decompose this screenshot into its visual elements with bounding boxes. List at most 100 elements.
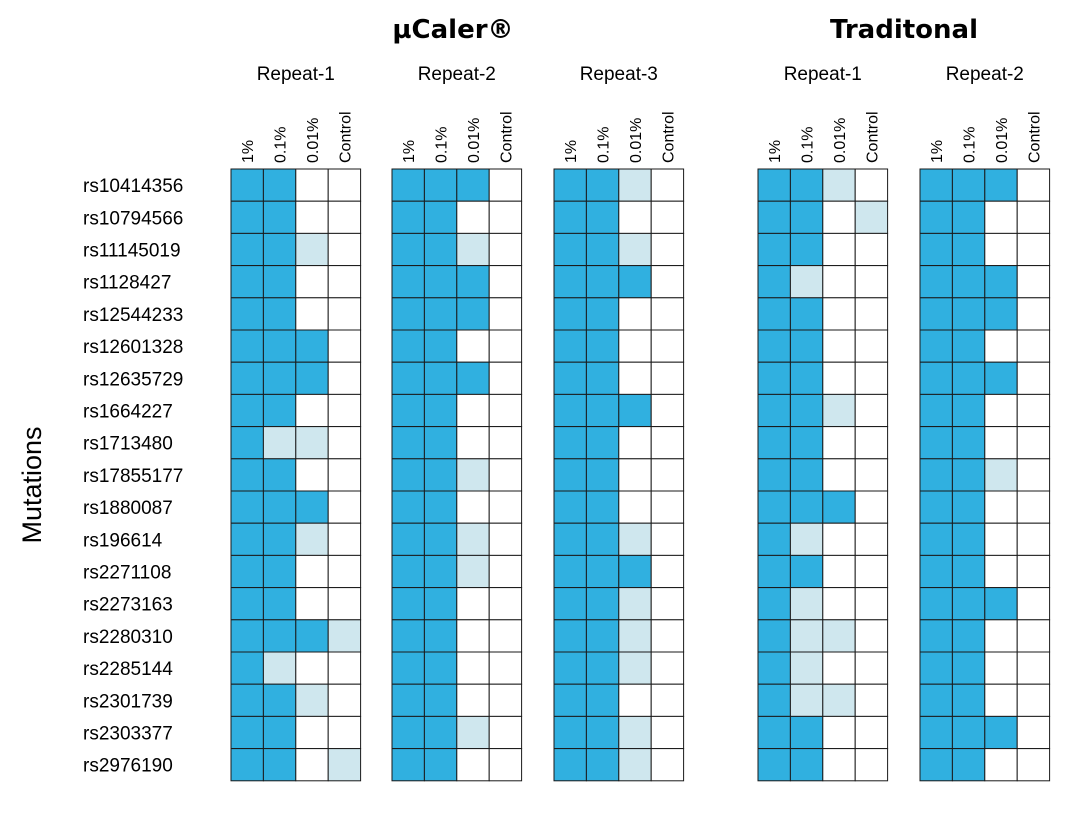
heatmap-cell: [822, 329, 856, 363]
heatmap-cell: [423, 393, 458, 428]
heatmap-cell: [423, 297, 458, 331]
heatmap-cell: [423, 748, 458, 782]
heatmap-cell: [757, 393, 791, 428]
row-label: rs1880087: [83, 498, 173, 519]
heatmap-cell: [650, 265, 685, 299]
heatmap-cell: [789, 619, 824, 653]
heatmap-cell: [456, 522, 490, 556]
heatmap-cell: [295, 329, 329, 363]
heatmap-cell: [618, 458, 652, 492]
heatmap-cell: [327, 619, 362, 653]
row-label: rs12544233: [83, 305, 183, 326]
heatmap-cell: [230, 748, 264, 782]
heatmap-cell: [230, 554, 264, 589]
heatmap-cell: [327, 458, 362, 492]
heatmap-cell: [1016, 297, 1051, 331]
heatmap-cell: [423, 361, 458, 395]
heatmap-cell: [984, 361, 1018, 395]
heatmap-cell: [230, 715, 264, 750]
row-label: rs12601328: [83, 337, 183, 358]
column-label: Control: [1026, 111, 1043, 163]
heatmap-cell: [456, 715, 490, 750]
heatmap-cell: [650, 361, 685, 395]
heatmap-cell: [757, 361, 791, 395]
heatmap-cell: [984, 426, 1018, 460]
column-label: 0.1%: [962, 127, 979, 163]
heatmap-cell: [456, 490, 490, 524]
heatmap-cell: [488, 522, 523, 556]
heatmap-cell: [650, 683, 685, 717]
heatmap-cell: [327, 168, 362, 202]
heatmap-cell: [327, 361, 362, 395]
heatmap-cell: [919, 297, 953, 331]
heatmap-cell: [295, 715, 329, 750]
heatmap-cell: [650, 426, 685, 460]
heatmap-cell: [327, 748, 362, 782]
row-label: rs10794566: [83, 208, 183, 229]
heatmap-cell: [488, 329, 523, 363]
heatmap-cell: [262, 265, 297, 299]
heatmap-cell: [618, 361, 652, 395]
heatmap-cell: [553, 232, 587, 267]
heatmap-cell: [295, 490, 329, 524]
heatmap-cell: [618, 490, 652, 524]
heatmap-cell: [230, 329, 264, 363]
heatmap-cell: [423, 651, 458, 685]
heatmap-cell: [585, 715, 620, 750]
heatmap-cell: [1016, 715, 1051, 750]
heatmap-cell: [822, 232, 856, 267]
column-label: Control: [337, 111, 354, 163]
heatmap-cell: [295, 426, 329, 460]
heatmap-cell: [919, 715, 953, 750]
column-label: 0.01%: [305, 118, 322, 163]
heatmap-cell: [391, 651, 425, 685]
heatmap-cell: [553, 329, 587, 363]
column-label: 1%: [240, 140, 257, 163]
heatmap-cell: [951, 748, 986, 782]
heatmap-cell: [553, 265, 587, 299]
heatmap-cell: [262, 458, 297, 492]
heatmap-cell: [650, 619, 685, 653]
row-label: rs2271108: [83, 563, 171, 584]
heatmap-cell: [295, 265, 329, 299]
heatmap-cell: [585, 683, 620, 717]
heatmap-cell: [327, 329, 362, 363]
heatmap-cell: [822, 490, 856, 524]
heatmap-cell: [553, 490, 587, 524]
heatmap-cell: [488, 393, 523, 428]
heatmap-cell: [230, 587, 264, 621]
heatmap-cell: [423, 490, 458, 524]
column-label: 0.01%: [628, 118, 645, 163]
heatmap-cell: [919, 265, 953, 299]
heatmap-cell: [488, 426, 523, 460]
heatmap-cell: [618, 265, 652, 299]
row-label: rs2976190: [83, 756, 173, 777]
heatmap-cell: [327, 297, 362, 331]
heatmap-cell: [951, 683, 986, 717]
heatmap-cell: [230, 619, 264, 653]
heatmap-cell: [262, 683, 297, 717]
repeat-label: Repeat-1: [784, 64, 862, 85]
heatmap-cell: [295, 361, 329, 395]
heatmap-cell: [295, 587, 329, 621]
heatmap-cell: [757, 265, 791, 299]
heatmap-cell: [230, 361, 264, 395]
heatmap-cell: [262, 393, 297, 428]
heatmap-cell: [618, 393, 652, 428]
heatmap-cell: [553, 393, 587, 428]
heatmap-cell: [984, 329, 1018, 363]
row-label: rs2301739: [83, 691, 173, 712]
heatmap-cell: [618, 619, 652, 653]
column-label: 0.1%: [596, 127, 613, 163]
heatmap-cell: [488, 619, 523, 653]
heatmap-cell: [391, 683, 425, 717]
heatmap-cell: [822, 748, 856, 782]
heatmap-cell: [488, 490, 523, 524]
heatmap-cell: [327, 683, 362, 717]
heatmap-cell: [757, 748, 791, 782]
heatmap-cell: [1016, 426, 1051, 460]
heatmap-cell: [456, 458, 490, 492]
heatmap-cell: [650, 554, 685, 589]
heatmap-cell: [1016, 490, 1051, 524]
heatmap-cell: [585, 361, 620, 395]
